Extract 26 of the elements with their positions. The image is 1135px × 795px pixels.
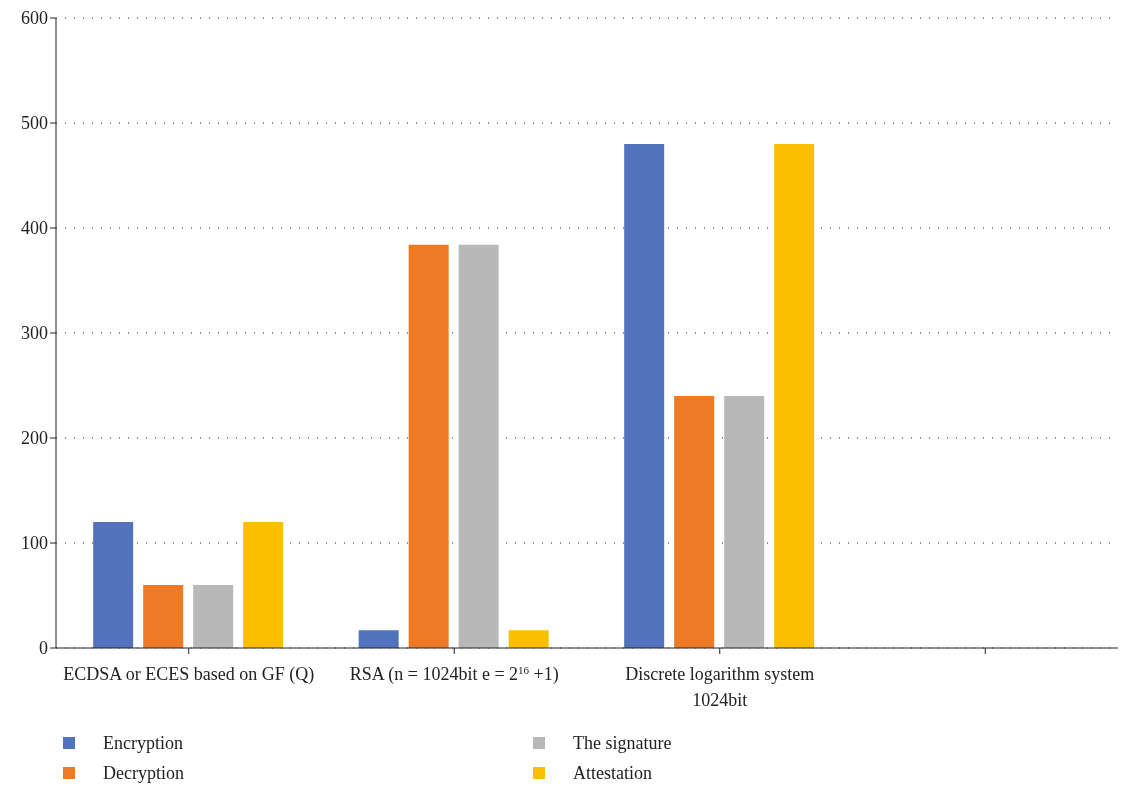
x-tick-label: ECDSA or ECES based on GF (Q) xyxy=(63,664,315,685)
bar xyxy=(408,244,449,648)
y-tick-label: 200 xyxy=(21,428,48,449)
bar xyxy=(93,522,134,648)
bar xyxy=(143,585,184,648)
x-tick-label: Discrete logarithm system 1024bit xyxy=(625,664,815,710)
y-tick-label: 400 xyxy=(21,218,48,239)
bar xyxy=(624,144,665,648)
legend-label: The signature xyxy=(573,732,672,754)
y-tick-label: 500 xyxy=(21,113,48,134)
legend-label: Encryption xyxy=(103,732,183,754)
y-tick-label: 600 xyxy=(21,8,48,29)
legend-label: Attestation xyxy=(573,762,652,784)
bar xyxy=(243,522,284,648)
bar xyxy=(193,585,234,648)
y-tick-label: 300 xyxy=(21,323,48,344)
y-tick-label: 100 xyxy=(21,533,48,554)
bar xyxy=(458,244,499,648)
bar xyxy=(774,144,815,648)
bar xyxy=(724,396,765,648)
bar xyxy=(508,630,549,648)
x-tick-label: RSA (n = 1024bit e = 2$^{16}$ +1) xyxy=(349,664,559,685)
bar xyxy=(358,630,399,648)
legend-label: Decryption xyxy=(103,762,184,784)
y-tick-label: 0 xyxy=(39,638,48,659)
bar xyxy=(674,396,715,648)
